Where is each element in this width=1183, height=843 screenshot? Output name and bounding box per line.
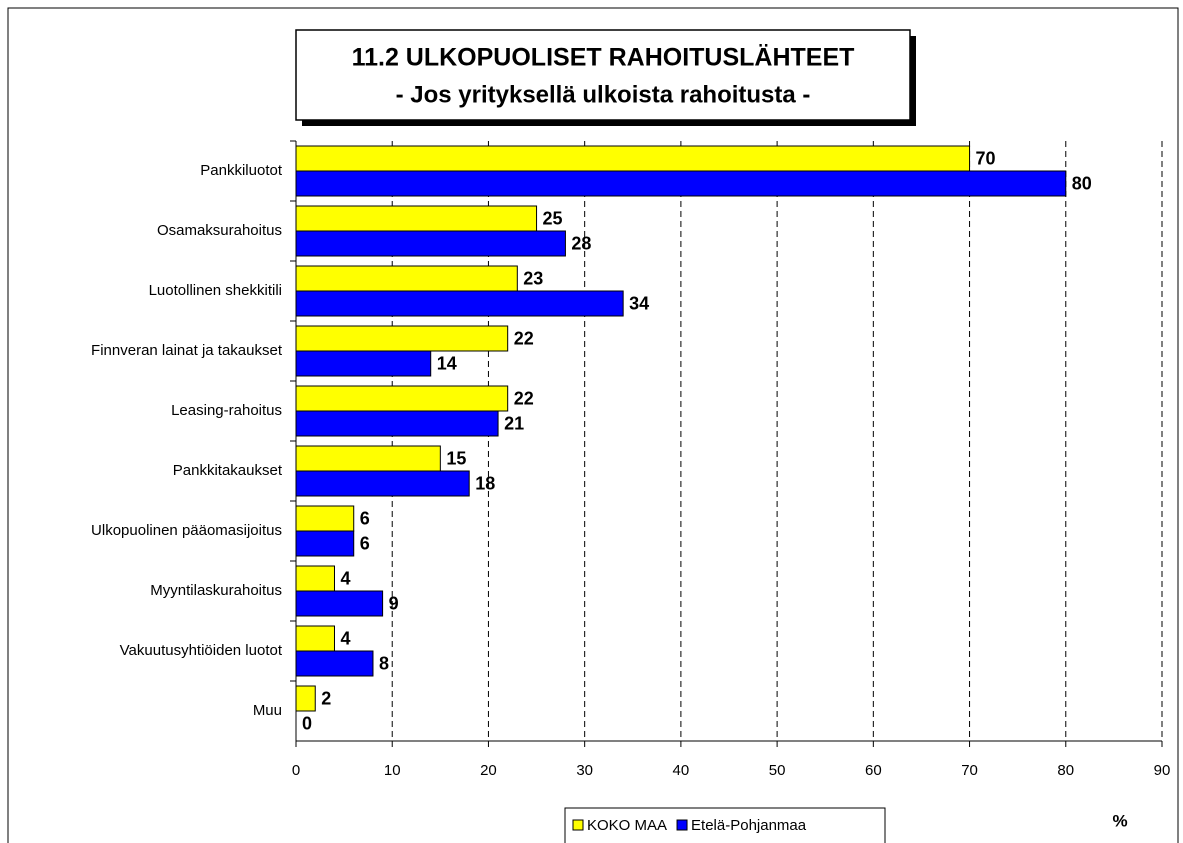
bar — [295, 350, 432, 377]
legend-label: Etelä-Pohjanmaa — [691, 817, 807, 834]
x-tick-label: 70 — [961, 762, 978, 779]
legend-swatch — [676, 819, 688, 831]
data-label: 9 — [389, 593, 399, 613]
y-tick-label: Ulkopuolinen pääomasijoitus — [91, 522, 282, 539]
bar — [295, 590, 384, 617]
bar — [295, 230, 566, 257]
bar — [295, 170, 1067, 197]
x-tick-label: 20 — [480, 762, 497, 779]
y-tick-label: Finnveran lainat ja takaukset — [91, 342, 283, 359]
bar — [295, 145, 971, 172]
bar — [295, 565, 335, 592]
legend-box — [564, 807, 886, 843]
bar — [295, 445, 441, 472]
chart-subtitle: - Jos yrityksellä ulkoista rahoitusta - — [396, 81, 811, 108]
chart-title: 11.2 ULKOPUOLISET RAHOITUSLÄHTEET — [352, 44, 855, 72]
x-tick-label: 30 — [576, 762, 593, 779]
data-label: 0 — [302, 713, 312, 733]
bar — [295, 205, 538, 232]
bar — [295, 410, 499, 437]
x-tick-label: 10 — [384, 762, 401, 779]
x-tick-label: 80 — [1057, 762, 1074, 779]
data-label: 22 — [514, 328, 534, 348]
data-label: 6 — [360, 533, 370, 553]
data-label: 28 — [571, 233, 591, 253]
y-tick-label: Pankkiluotot — [200, 162, 283, 179]
data-label: 23 — [523, 268, 543, 288]
y-tick-label: Vakuutusyhtiöiden luotot — [120, 642, 283, 659]
data-label: 70 — [976, 148, 996, 168]
x-tick-label: 40 — [673, 762, 690, 779]
data-label: 2 — [321, 688, 331, 708]
title-box — [295, 29, 911, 121]
data-label: 34 — [629, 293, 649, 313]
bar — [295, 325, 509, 352]
bar — [295, 505, 355, 532]
data-label: 15 — [446, 448, 466, 468]
data-label: 14 — [437, 353, 457, 373]
data-label: 25 — [543, 208, 563, 228]
bar — [295, 530, 355, 557]
bar — [295, 650, 374, 677]
y-tick-label: Leasing-rahoitus — [171, 402, 282, 419]
bar — [295, 470, 470, 497]
bar — [295, 385, 509, 412]
bar — [295, 265, 518, 292]
data-label: 21 — [504, 413, 524, 433]
x-axis-label: % — [1112, 811, 1127, 830]
data-label: 4 — [340, 628, 350, 648]
y-tick-label: Myyntilaskurahoitus — [150, 582, 282, 599]
data-label: 6 — [360, 508, 370, 528]
x-tick-label: 90 — [1154, 762, 1171, 779]
y-tick-label: Luotollinen shekkitili — [149, 282, 282, 299]
bar — [295, 685, 316, 712]
data-label: 4 — [340, 568, 350, 588]
y-tick-label: Osamaksurahoitus — [157, 222, 282, 239]
x-tick-label: 50 — [769, 762, 786, 779]
legend-swatch — [572, 819, 584, 831]
data-label: 8 — [379, 653, 389, 673]
data-label: 22 — [514, 388, 534, 408]
y-tick-label: Muu — [253, 702, 282, 719]
legend-label: KOKO MAA — [587, 817, 667, 834]
data-label: 18 — [475, 473, 495, 493]
bar — [295, 625, 335, 652]
x-tick-label: 60 — [865, 762, 882, 779]
bar — [295, 290, 624, 317]
y-tick-label: Pankkitakaukset — [173, 462, 283, 479]
x-tick-label: 0 — [292, 762, 300, 779]
chart-border — [7, 7, 1179, 843]
data-label: 80 — [1072, 173, 1092, 193]
